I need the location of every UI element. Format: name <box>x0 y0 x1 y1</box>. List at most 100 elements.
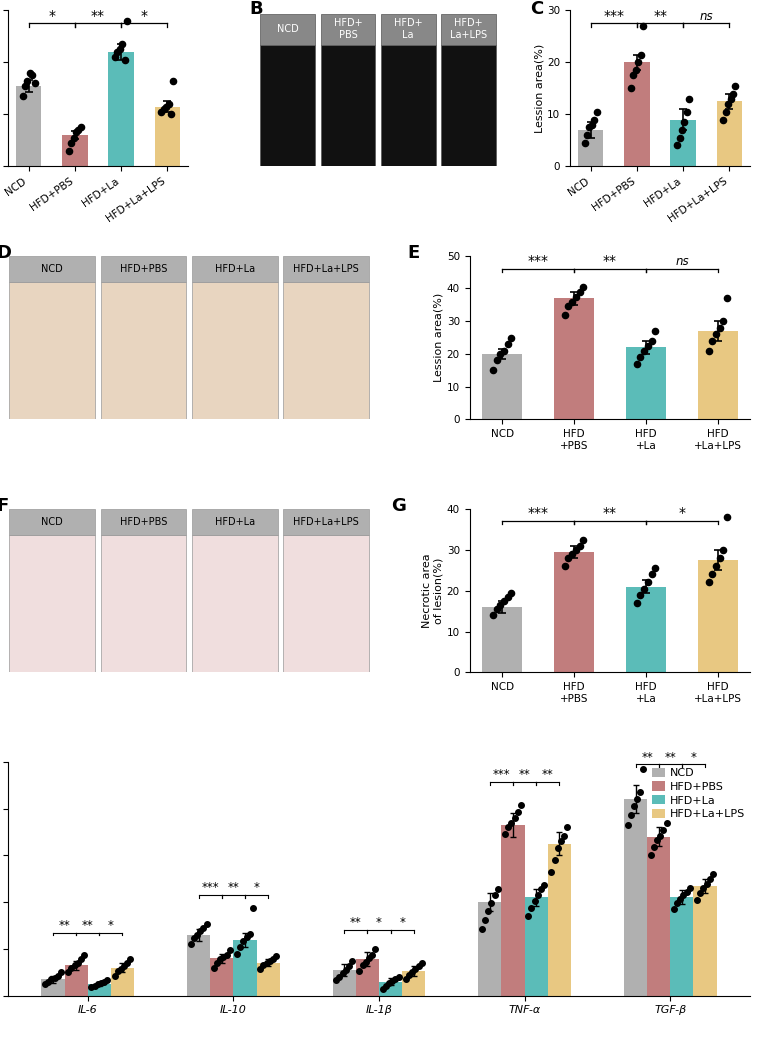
Point <box>72 122 84 138</box>
Point <box>502 335 514 352</box>
Point <box>191 926 203 943</box>
Point <box>243 925 255 942</box>
Text: HFD+
PBS: HFD+ PBS <box>334 19 362 40</box>
Point <box>487 362 499 378</box>
Point <box>637 761 650 778</box>
Bar <box>624 800 647 996</box>
Text: HFD+La+LPS: HFD+La+LPS <box>293 264 359 274</box>
Text: F: F <box>0 498 9 516</box>
Point <box>552 840 564 857</box>
Point <box>657 822 669 838</box>
Bar <box>381 14 436 45</box>
Text: **: ** <box>603 254 617 268</box>
Point <box>631 791 644 808</box>
Point <box>393 968 405 985</box>
Bar <box>62 135 87 167</box>
Point <box>67 129 80 146</box>
Text: ***: *** <box>202 881 219 894</box>
Point <box>549 852 561 869</box>
Point <box>714 320 726 336</box>
Point <box>489 887 501 903</box>
Point <box>114 960 127 977</box>
Point <box>155 104 168 121</box>
Point <box>674 129 686 146</box>
Bar <box>192 256 277 282</box>
Bar <box>260 45 315 167</box>
Point <box>581 127 593 144</box>
Text: HFD+PBS: HFD+PBS <box>120 517 168 527</box>
Point <box>725 90 737 107</box>
Point <box>683 90 695 107</box>
Point <box>499 826 511 843</box>
Point <box>490 352 503 369</box>
Bar <box>670 897 694 996</box>
Point <box>729 78 741 94</box>
Point <box>63 143 75 159</box>
Point <box>625 806 637 823</box>
Text: ***: *** <box>528 506 549 520</box>
Bar <box>554 299 594 419</box>
Point <box>19 78 31 94</box>
Text: NCD: NCD <box>42 264 63 274</box>
Point <box>211 955 223 971</box>
Point <box>646 566 658 583</box>
Text: HFD+La+LPS: HFD+La+LPS <box>293 517 359 527</box>
Point <box>515 796 527 813</box>
Text: B: B <box>249 0 262 18</box>
Point <box>578 134 590 151</box>
Y-axis label: Lession area(%): Lession area(%) <box>534 44 544 133</box>
Point <box>479 912 491 929</box>
Text: **: ** <box>518 768 531 781</box>
Text: *: * <box>678 506 685 520</box>
Point <box>70 124 82 140</box>
Text: NCD: NCD <box>277 24 299 35</box>
Point <box>55 964 67 981</box>
Point <box>532 887 544 903</box>
Point <box>697 879 709 896</box>
Bar <box>101 536 186 673</box>
Point <box>101 971 113 988</box>
Point <box>634 46 647 63</box>
Bar <box>482 354 522 419</box>
Point <box>377 980 389 997</box>
Point <box>111 44 124 61</box>
Point <box>650 560 662 576</box>
Point <box>714 549 726 566</box>
Point <box>570 288 582 305</box>
Bar <box>9 256 96 282</box>
Bar <box>441 14 496 45</box>
Point <box>224 942 236 959</box>
Bar <box>671 119 696 167</box>
Point <box>525 899 537 916</box>
Point <box>334 968 346 985</box>
Point <box>386 973 398 989</box>
Point <box>406 964 418 981</box>
Point <box>121 955 133 971</box>
Point <box>522 908 534 924</box>
Point <box>509 810 521 827</box>
Bar <box>155 107 180 167</box>
Text: **: ** <box>350 917 362 930</box>
Point <box>681 104 693 121</box>
Bar <box>554 552 594 673</box>
Text: **: ** <box>653 8 667 23</box>
Bar <box>478 902 502 996</box>
Point <box>642 574 654 591</box>
Point <box>208 959 220 976</box>
Point <box>366 946 378 963</box>
Point <box>482 903 494 920</box>
Bar <box>42 979 64 996</box>
Point <box>476 920 488 937</box>
Text: **: ** <box>91 8 105 23</box>
Text: *: * <box>108 919 114 932</box>
Point <box>264 953 276 969</box>
Point <box>108 967 121 984</box>
Text: ***: *** <box>528 254 549 268</box>
Point <box>356 957 368 974</box>
Point <box>506 814 518 831</box>
Point <box>645 847 657 864</box>
Text: HFD+La: HFD+La <box>215 517 255 527</box>
Bar <box>283 536 369 673</box>
Point <box>390 970 402 987</box>
Point <box>671 137 683 154</box>
